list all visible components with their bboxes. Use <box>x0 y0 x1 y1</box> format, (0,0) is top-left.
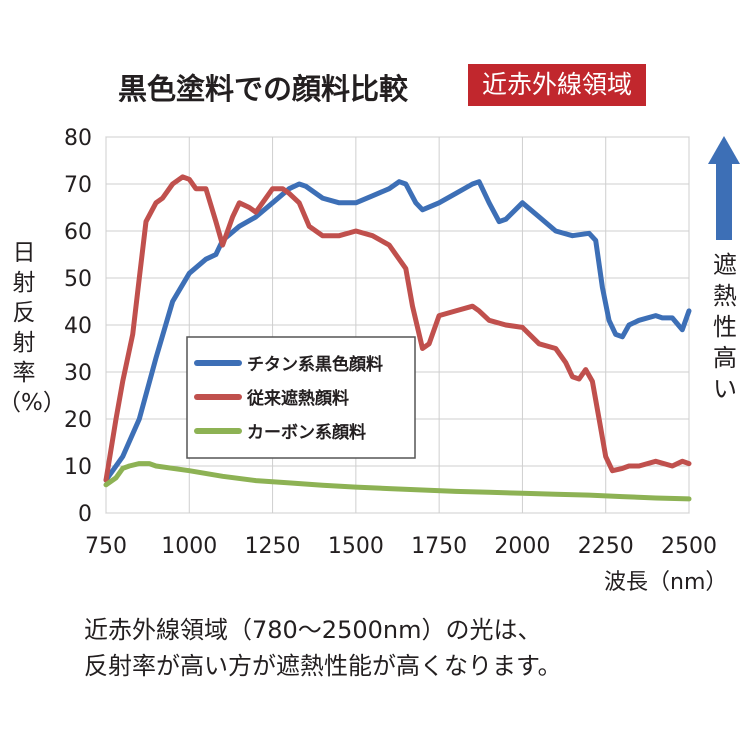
y-tick-label: 50 <box>64 267 92 292</box>
legend-label: カーボン系顔料 <box>247 422 366 443</box>
series-line-2 <box>103 174 692 483</box>
y-tick-label: 30 <box>64 361 92 386</box>
x-tick-label: 2000 <box>494 534 550 559</box>
heat-shield-char: 遮 <box>713 251 737 279</box>
y-tick-label: 0 <box>78 502 92 527</box>
y-tick-label: 20 <box>64 408 92 433</box>
footnote-line: 反射率が高い方が遮熱性能が高くなります。 <box>84 652 562 680</box>
y-tick-label: 80 <box>64 126 92 151</box>
legend-label: チタン系黒色顔料 <box>247 354 383 375</box>
y-tick-label: 70 <box>64 173 92 198</box>
y-axis-label-char: 射 <box>12 270 36 296</box>
y-tick-label: 40 <box>64 314 92 339</box>
x-tick-label: 750 <box>85 534 127 559</box>
heat-shield-indicator: 遮 熱 性 高 い <box>696 136 746 416</box>
x-tick-label: 2500 <box>661 534 717 559</box>
region-badge: 近赤外線領域 <box>468 64 647 106</box>
y-axis-label-char: 反 <box>12 300 36 326</box>
x-tick-label: 1500 <box>328 534 384 559</box>
x-tick-label: 1250 <box>245 534 301 559</box>
x-tick-label: 1000 <box>161 534 217 559</box>
heat-shield-char: 性 <box>713 313 737 341</box>
x-axis-unit-label: 波長（nm） <box>604 570 728 595</box>
chart-title: 黒色塗料での顔料比較 <box>118 72 409 106</box>
up-arrow-shaft <box>716 162 732 240</box>
y-axis-label-char: 率 <box>12 360 36 386</box>
footnote-line: 近赤外線領域（780〜2500nm）の光は、 <box>84 616 542 644</box>
heat-shield-label: 遮 熱 性 高 い <box>706 250 744 405</box>
heat-shield-char: 高 <box>713 344 737 372</box>
y-tick-label: 10 <box>64 455 92 480</box>
x-tick-label: 2250 <box>578 534 634 559</box>
y-axis-label-char: 射 <box>12 330 36 356</box>
series-line-3 <box>103 461 692 502</box>
y-tick-label: 60 <box>64 220 92 245</box>
x-tick-label: 1750 <box>411 534 467 559</box>
up-arrow-icon <box>708 136 740 164</box>
heat-shield-char: い <box>713 375 737 403</box>
heat-shield-char: 熱 <box>713 282 737 310</box>
chart-header: 黒色塗料での顔料比較 近赤外線領域 <box>0 62 750 110</box>
footnote: 近赤外線領域（780〜2500nm）の光は、 反射率が高い方が遮熱性能が高くなり… <box>84 612 562 684</box>
y-axis-label-char: 日 <box>12 240 36 266</box>
legend-label: 従来遮熱顔料 <box>246 388 349 409</box>
